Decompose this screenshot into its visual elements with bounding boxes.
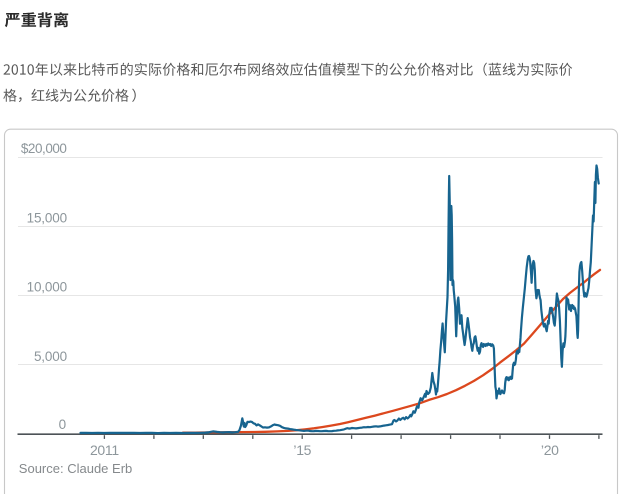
svg-text:’20: ’20 bbox=[541, 442, 559, 458]
svg-text:10,000: 10,000 bbox=[27, 280, 67, 295]
svg-text:Source: Claude Erb: Source: Claude Erb bbox=[19, 461, 132, 476]
svg-text:5,000: 5,000 bbox=[34, 349, 67, 364]
svg-text:0: 0 bbox=[59, 417, 66, 432]
svg-text:2011: 2011 bbox=[90, 442, 119, 458]
svg-text:$20,000: $20,000 bbox=[21, 141, 67, 156]
svg-text:15,000: 15,000 bbox=[27, 210, 67, 225]
svg-text:’15: ’15 bbox=[293, 442, 311, 458]
